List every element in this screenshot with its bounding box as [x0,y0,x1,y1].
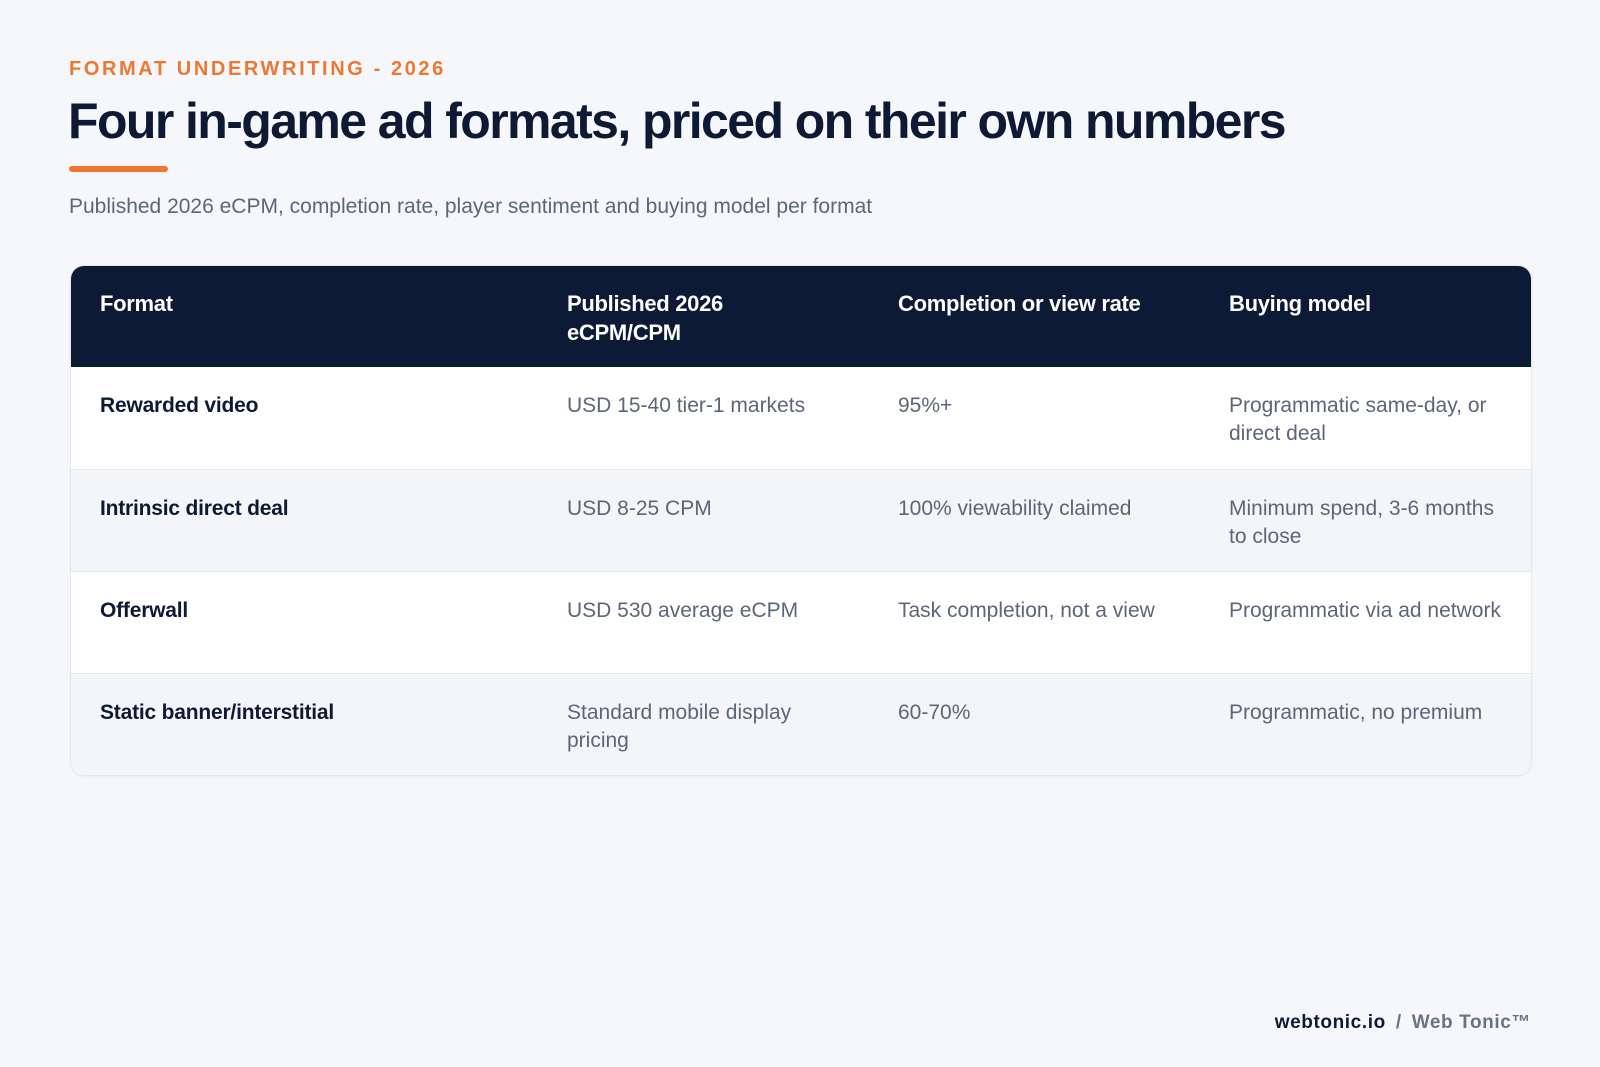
ecpm-cell: USD 530 average eCPM [567,598,799,622]
column-header-format: Format [100,291,173,316]
rate-cell: 100% viewability claimed [898,496,1132,520]
buying-model-cell: Programmatic via ad network [1229,598,1501,622]
column-header-buying-model: Buying model [1229,291,1371,316]
page-title: Four in-game ad formats, priced on their… [68,93,1287,149]
format-cell: Static banner/interstitial [100,700,335,724]
ecpm-cell: Standard mobile display pricing [567,700,792,752]
format-table: Format Published 2026 eCPM/CPM Completio… [71,266,1531,775]
column-header-ecpm: Published 2026 eCPM/CPM [567,291,723,345]
table-row: Intrinsic direct deal USD 8-25 CPM 100% … [71,469,1531,571]
format-cell: Offerwall [100,598,189,622]
ecpm-cell: USD 8-25 CPM [567,496,712,520]
table-header-row: Format Published 2026 eCPM/CPM Completio… [71,266,1531,367]
table-header: Format Published 2026 eCPM/CPM Completio… [71,266,1531,367]
footer-domain: webtonic.io [1274,1012,1386,1033]
format-table-card: Format Published 2026 eCPM/CPM Completio… [70,265,1532,776]
eyebrow-label: FORMAT UNDERWRITING - 2026 [69,58,446,80]
buying-model-cell: Programmatic same-day, or direct deal [1229,394,1487,445]
table-row: Offerwall USD 530 average eCPM Task comp… [71,571,1531,673]
page-subtitle: Published 2026 eCPM, completion rate, pl… [69,195,873,218]
format-cell: Rewarded video [100,394,259,417]
buying-model-cell: Programmatic, no premium [1229,700,1483,724]
title-accent-bar [69,166,168,172]
footer-brand: Web Tonic™ [1411,1012,1531,1033]
ecpm-cell: USD 15-40 tier-1 markets [567,394,806,417]
buying-model-cell: Minimum spend, 3-6 months to close [1229,496,1494,548]
rate-cell: 95%+ [898,394,953,417]
table-row: Static banner/interstitial Standard mobi… [71,673,1531,775]
footer-credit: webtonic.io / Web Tonic™ [1275,1012,1531,1034]
table-row: Rewarded video USD 15-40 tier-1 markets … [71,367,1531,469]
column-header-rate: Completion or view rate [898,291,1141,316]
table-body: Rewarded video USD 15-40 tier-1 markets … [71,367,1531,775]
footer-separator: / [1395,1012,1402,1033]
format-cell: Intrinsic direct deal [100,496,289,520]
rate-cell: 60-70% [898,700,971,724]
rate-cell: Task completion, not a view [898,598,1155,622]
